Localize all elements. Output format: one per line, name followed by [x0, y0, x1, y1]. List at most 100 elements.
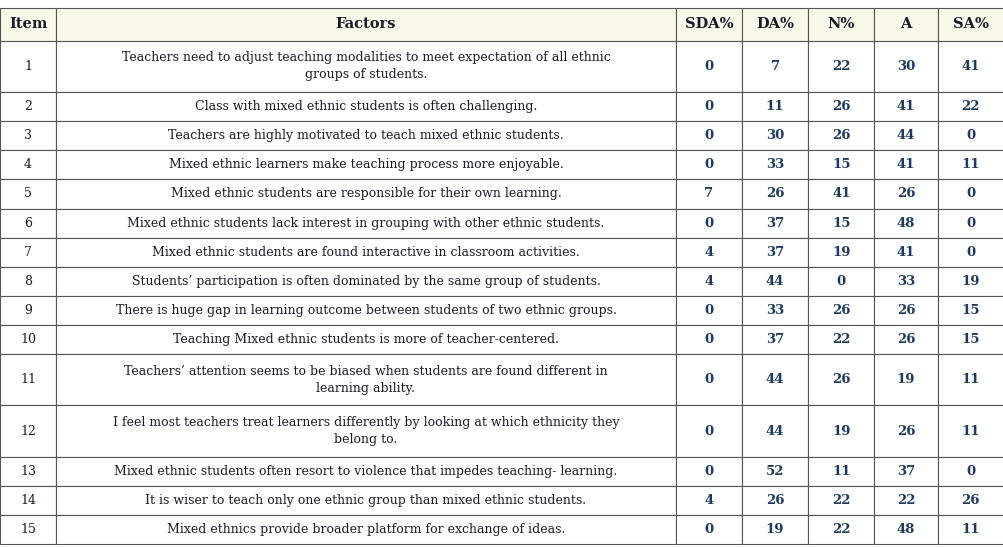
Text: 41: 41: [961, 60, 979, 73]
Text: SA%: SA%: [952, 18, 988, 31]
Bar: [807, 237, 874, 267]
Text: 0: 0: [703, 217, 713, 230]
Bar: [741, 486, 807, 515]
Text: 26: 26: [896, 424, 915, 438]
Text: 0: 0: [835, 275, 846, 288]
Text: 11: 11: [961, 424, 979, 438]
Bar: [741, 515, 807, 544]
Bar: [675, 325, 741, 354]
Text: 26: 26: [765, 494, 783, 507]
Text: 48: 48: [896, 217, 915, 230]
Bar: [675, 8, 741, 40]
Text: 9: 9: [24, 304, 32, 317]
Text: Mixed ethnic students are responsible for their own learning.: Mixed ethnic students are responsible fo…: [171, 188, 561, 201]
Text: 8: 8: [24, 275, 32, 288]
Text: 11: 11: [765, 100, 783, 113]
Bar: [0, 296, 56, 325]
Bar: [741, 92, 807, 121]
Text: 11: 11: [961, 373, 979, 386]
Text: Teachers’ attention seems to be biased when students are found different in
lear: Teachers’ attention seems to be biased w…: [124, 365, 607, 395]
Text: 41: 41: [896, 246, 915, 259]
Text: SDA%: SDA%: [684, 18, 732, 31]
Text: 19: 19: [831, 424, 850, 438]
Bar: [874, 237, 937, 267]
Text: 0: 0: [965, 188, 975, 201]
Bar: [56, 296, 675, 325]
Bar: [675, 354, 741, 405]
Text: 11: 11: [831, 465, 850, 478]
Bar: [675, 208, 741, 237]
Text: 44: 44: [765, 424, 783, 438]
Bar: [0, 405, 56, 457]
Text: 15: 15: [961, 333, 979, 346]
Bar: [741, 150, 807, 179]
Bar: [874, 457, 937, 486]
Bar: [56, 208, 675, 237]
Text: 12: 12: [20, 424, 36, 438]
Bar: [56, 8, 675, 40]
Text: Item: Item: [9, 18, 47, 31]
Text: 13: 13: [20, 465, 36, 478]
Text: 22: 22: [961, 100, 979, 113]
Text: 22: 22: [831, 333, 850, 346]
Text: 5: 5: [24, 188, 32, 201]
Text: 37: 37: [765, 246, 783, 259]
Bar: [0, 267, 56, 296]
Text: 1: 1: [24, 60, 32, 73]
Text: 0: 0: [703, 60, 713, 73]
Bar: [937, 237, 1003, 267]
Text: 44: 44: [765, 275, 783, 288]
Text: 19: 19: [896, 373, 915, 386]
Bar: [807, 486, 874, 515]
Text: 7: 7: [769, 60, 779, 73]
Bar: [675, 150, 741, 179]
Text: 4: 4: [703, 246, 713, 259]
Text: There is huge gap in learning outcome between students of two ethnic groups.: There is huge gap in learning outcome be…: [115, 304, 616, 317]
Text: Mixed ethnics provide broader platform for exchange of ideas.: Mixed ethnics provide broader platform f…: [166, 523, 565, 536]
Text: 44: 44: [896, 129, 915, 142]
Bar: [937, 457, 1003, 486]
Bar: [937, 179, 1003, 208]
Bar: [0, 515, 56, 544]
Text: 15: 15: [831, 159, 850, 171]
Bar: [937, 8, 1003, 40]
Text: 22: 22: [831, 523, 850, 536]
Text: 26: 26: [831, 100, 850, 113]
Bar: [874, 354, 937, 405]
Bar: [807, 325, 874, 354]
Bar: [56, 237, 675, 267]
Text: 44: 44: [765, 373, 783, 386]
Text: 19: 19: [831, 246, 850, 259]
Text: Teachers need to adjust teaching modalities to meet expectation of all ethnic
gr: Teachers need to adjust teaching modalit…: [121, 51, 610, 82]
Text: 30: 30: [896, 60, 915, 73]
Bar: [56, 92, 675, 121]
Bar: [56, 150, 675, 179]
Bar: [937, 150, 1003, 179]
Text: 30: 30: [765, 129, 783, 142]
Text: 0: 0: [965, 129, 975, 142]
Text: 0: 0: [703, 304, 713, 317]
Text: It is wiser to teach only one ethnic group than mixed ethnic students.: It is wiser to teach only one ethnic gro…: [145, 494, 586, 507]
Bar: [675, 237, 741, 267]
Bar: [0, 208, 56, 237]
Bar: [807, 354, 874, 405]
Text: 26: 26: [831, 304, 850, 317]
Bar: [874, 267, 937, 296]
Text: 0: 0: [703, 159, 713, 171]
Bar: [0, 121, 56, 150]
Bar: [874, 296, 937, 325]
Bar: [741, 457, 807, 486]
Text: 37: 37: [765, 333, 783, 346]
Bar: [937, 208, 1003, 237]
Text: 26: 26: [765, 188, 783, 201]
Bar: [741, 354, 807, 405]
Text: 15: 15: [20, 523, 36, 536]
Bar: [741, 405, 807, 457]
Text: 33: 33: [765, 304, 783, 317]
Text: 48: 48: [896, 523, 915, 536]
Text: 37: 37: [896, 465, 915, 478]
Text: 4: 4: [703, 494, 713, 507]
Text: 37: 37: [765, 217, 783, 230]
Text: 19: 19: [765, 523, 783, 536]
Bar: [807, 267, 874, 296]
